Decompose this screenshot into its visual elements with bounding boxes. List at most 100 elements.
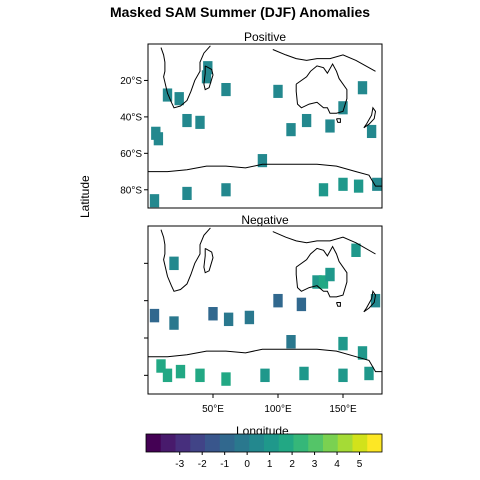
- heatmap-cell: [353, 179, 364, 193]
- heatmap-cell: [299, 366, 309, 381]
- heatmap-cell: [357, 81, 368, 95]
- colorbar-tick-label: -1: [220, 459, 229, 470]
- heatmap-cell: [351, 243, 361, 257]
- heatmap-cell: [175, 364, 186, 379]
- heatmap-cell: [221, 372, 231, 386]
- panel-title-positive: Positive: [243, 30, 287, 44]
- heatmap-cell: [162, 88, 173, 102]
- colorbar-swatch: [264, 434, 280, 452]
- heatmap-cell: [149, 194, 160, 208]
- heatmap-cell: [169, 316, 179, 330]
- coastline: [160, 227, 211, 292]
- heatmap-cell: [273, 293, 283, 308]
- heatmap-cell: [182, 186, 192, 200]
- chart-title: Masked SAM Summer (DJF) Anomalies: [109, 4, 371, 20]
- coastline: [148, 348, 382, 373]
- coastline: [295, 245, 348, 298]
- heatmap-cell: [162, 368, 173, 383]
- coastline: [363, 106, 377, 129]
- heatmap-cell: [156, 359, 166, 373]
- heatmap-cell: [312, 275, 322, 289]
- coastline: [203, 247, 214, 274]
- coastline: [272, 49, 376, 72]
- coastline: [336, 302, 341, 307]
- colorbar-frame: [145, 433, 383, 453]
- coastline: [160, 45, 211, 109]
- heatmap-cell: [221, 82, 231, 97]
- heatmap-cell: [318, 275, 329, 289]
- colorbar-swatch: [219, 434, 235, 452]
- coastline: [336, 118, 341, 123]
- y-tick-label: 40°S: [120, 112, 142, 123]
- colorbar-swatch: [352, 434, 368, 452]
- heatmap-cell: [357, 346, 368, 360]
- heatmap-cell: [372, 177, 382, 191]
- heatmap-cell: [325, 119, 335, 133]
- heatmap-cell: [338, 177, 348, 191]
- colorbar-swatch: [249, 434, 265, 452]
- colorbar-tick-label: 2: [289, 459, 295, 470]
- coastline: [295, 62, 348, 114]
- colorbar-tick-label: 4: [334, 459, 340, 470]
- colorbar-tick-label: -3: [175, 459, 184, 470]
- heatmap-cell: [153, 132, 164, 146]
- panel-frame: [147, 43, 383, 209]
- heatmap-cell: [221, 183, 231, 197]
- colorbar-swatch: [323, 434, 339, 452]
- colorbar-swatch: [308, 434, 324, 452]
- colorbar-swatch: [190, 434, 206, 452]
- colorbar-swatch: [160, 434, 176, 452]
- heatmap-cell: [257, 154, 268, 168]
- heatmap-cell: [301, 113, 312, 128]
- heatmap-cell: [338, 336, 348, 351]
- heatmap-cell: [296, 297, 307, 312]
- heatmap-cell: [169, 256, 179, 271]
- coastline: [148, 163, 382, 187]
- panel-frame: [147, 225, 383, 395]
- heatmap-cell: [366, 124, 377, 139]
- coastline: [363, 290, 377, 313]
- heatmap-cell: [286, 123, 296, 137]
- x-tick-label: 100°E: [264, 404, 292, 415]
- y-tick-label: 60°S: [120, 149, 142, 160]
- colorbar-tick-label: 0: [244, 459, 250, 470]
- heatmap-cell: [223, 312, 234, 327]
- heatmap-cell: [208, 307, 218, 321]
- panel-title-negative: Negative: [241, 213, 289, 227]
- colorbar-swatch: [234, 434, 250, 452]
- heatmap-cell: [286, 335, 296, 349]
- colorbar-swatch: [146, 434, 162, 452]
- heatmap-cell: [201, 70, 212, 84]
- heatmap-cell: [318, 183, 329, 197]
- heatmap-cell: [370, 293, 381, 308]
- colorbar-swatch: [367, 434, 383, 452]
- coastline: [272, 231, 376, 255]
- colorbar-tick-label: 5: [357, 459, 363, 470]
- x-tick-label: 50°E: [202, 404, 224, 415]
- heatmap-cell: [244, 310, 255, 325]
- heatmap-cell: [182, 113, 192, 128]
- colorbar-tick-label: 1: [267, 459, 273, 470]
- heatmap-cell: [273, 84, 283, 98]
- heatmap-cell: [174, 92, 184, 106]
- y-tick-label: 20°S: [120, 76, 142, 87]
- colorbar-swatch: [205, 434, 221, 452]
- heatmap-cell: [325, 267, 335, 282]
- colorbar-swatch: [293, 434, 309, 452]
- colorbar-swatch: [337, 434, 353, 452]
- x-tick-label: 150°E: [329, 404, 357, 415]
- colorbar-swatch: [278, 434, 294, 452]
- heatmap-cell: [364, 366, 374, 381]
- colorbar-tick-label: -2: [198, 459, 207, 470]
- colorbar-swatch: [175, 434, 191, 452]
- colorbar-tick-label: 3: [312, 459, 318, 470]
- heatmap-cell: [338, 101, 348, 115]
- heatmap-cell: [149, 308, 160, 323]
- heatmap-cell: [195, 368, 205, 383]
- heatmap-cell: [338, 368, 348, 383]
- y-tick-label: 80°S: [120, 185, 142, 196]
- heatmap-cell: [195, 115, 205, 129]
- heatmap-cell: [260, 368, 270, 383]
- coastline: [203, 65, 214, 91]
